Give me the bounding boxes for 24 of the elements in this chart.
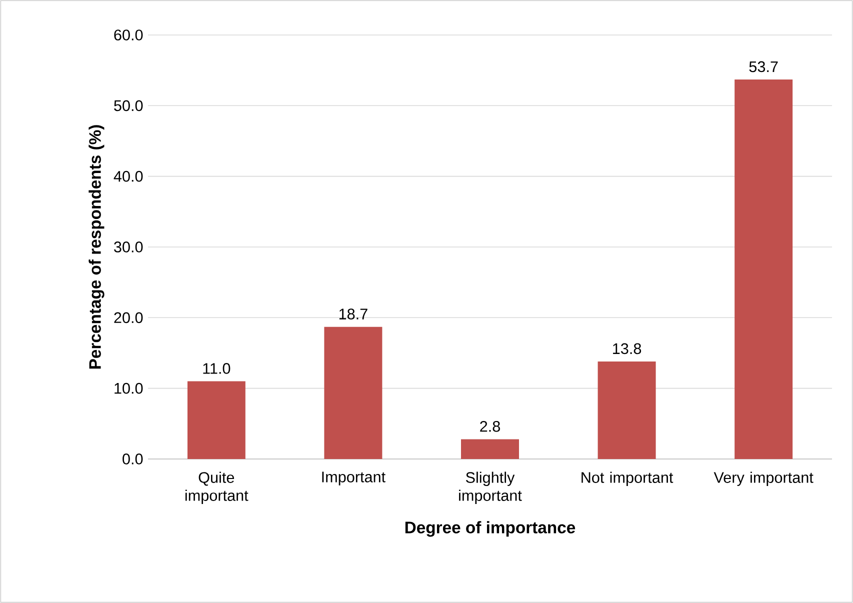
- bar: [187, 381, 246, 459]
- y-tick-label: 10.0: [114, 382, 143, 394]
- data-label: 18.7: [339, 308, 368, 320]
- x-tick-label: Very important: [714, 472, 814, 486]
- y-tick-label: 50.0: [114, 100, 143, 112]
- x-tick-label: Not important: [582, 472, 674, 486]
- bar: [460, 439, 519, 459]
- y-axis-title: Percentage of respondents (%): [88, 125, 104, 369]
- data-label: 53.7: [749, 61, 778, 72]
- data-label: 11.0: [203, 363, 230, 374]
- y-tick-label: 20.0: [114, 312, 143, 324]
- x-tick-label: Quite important: [185, 472, 248, 504]
- x-axis-title: Degree of importance: [405, 521, 576, 537]
- bar: [324, 326, 382, 459]
- x-tick-label: Important: [322, 472, 386, 486]
- y-tick-label: 30.0: [114, 242, 143, 252]
- y-tick-label: 40.0: [114, 170, 143, 182]
- x-tick-label: Slightly important: [459, 472, 522, 504]
- bar: [734, 80, 793, 459]
- y-tick-label: 60.0: [114, 30, 143, 40]
- data-label: 2.8: [480, 420, 500, 432]
- y-tick-label: 0.0: [122, 454, 143, 464]
- bar: [598, 361, 656, 459]
- data-label: 13.8: [613, 343, 642, 354]
